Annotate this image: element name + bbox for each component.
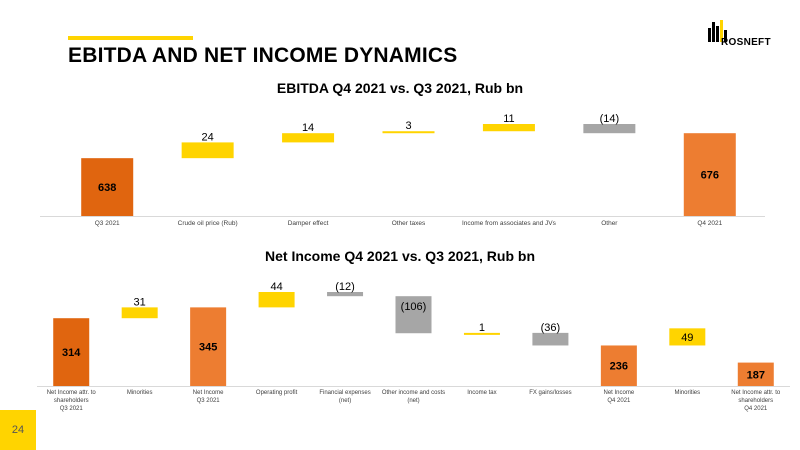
chart-1-category-label: Crude oil price (Rub) [178,220,238,227]
chart-2-category-label: Net Income Q3 2021 [193,390,224,404]
chart-2-bar [258,292,295,308]
chart-2-category-label: Income tax [467,390,496,396]
chart-1-category-label: Q4 2021 [697,220,722,227]
chart-2-value-label: 187 [747,369,765,381]
chart-2-category-label: Operating profit [256,390,298,396]
chart-2-value-label: 49 [681,332,693,344]
chart-2-category-label: Financial expenses (net) [319,390,370,404]
page-title: EBITDA AND NET INCOME DYNAMICS [68,44,458,67]
chart-2-value-label: 44 [270,281,282,293]
chart-2-value-label: 345 [199,342,217,354]
chart-2-category-label: Net Income Q4 2021 [604,390,635,404]
chart-2-value-label: (36) [541,322,561,334]
chart-2-bar [327,292,364,297]
chart-2-bar [395,296,432,334]
chart-2-bar [669,328,706,346]
chart-1-bar [683,133,736,216]
chart-1-category-label: Damper effect [288,220,329,227]
chart-1-value-label: (14) [600,113,620,125]
chart-1-bar [181,142,234,159]
chart-1-value-label: 14 [302,122,314,134]
chart-1-value-label: 24 [202,131,214,143]
page-number: 24 [11,424,25,436]
chart-2-bar [600,345,637,386]
chart-1-value-label: 11 [503,113,514,125]
chart-1-bar [282,133,335,143]
chart-2-value-label: (106) [401,301,427,313]
chart-1-value-label: 3 [405,120,411,132]
chart-2-category-label: Other income and costs (net) [382,390,445,404]
chart-2-value-label: 31 [134,296,146,308]
chart-2-bar [190,307,227,386]
chart-1-bar [81,158,134,216]
chart-1-bar [482,124,535,132]
chart-2-bar [463,332,500,335]
chart-2-bar [121,307,158,319]
chart-2-bar [737,362,774,386]
chart-2-category-label: Net Income attr. to shareholders Q3 2021 [47,390,97,412]
chart-2-value-label: (12) [335,281,355,293]
chart-1-bar [583,124,636,134]
ebitda-chart-title: EBITDA Q4 2021 vs. Q3 2021, Rub bn [276,80,524,96]
chart-2-value-label: 1 [479,322,485,334]
chart-2-category-label: Minorities [127,390,153,396]
chart-2-bar [532,332,569,346]
chart-2-category-label: Net Income attr. to shareholders Q4 2021 [731,390,781,412]
chart-2-category-label: Minorities [674,390,700,396]
chart-2-category-label: FX gains/losses [529,390,571,396]
chart-1-category-label: Q3 2021 [95,220,120,227]
rosneft-logo-icon [708,20,727,42]
net-income-chart-title: Net Income Q4 2021 vs. Q3 2021, Rub bn [265,248,535,264]
chart-1-bar [382,131,435,134]
chart-1-value-label: 676 [701,170,719,182]
chart-2-bar [53,318,90,386]
page-number-box [0,410,36,450]
chart-1-value-label: 638 [98,182,116,194]
chart-1-category-label: Income from associates and JVs [462,220,557,227]
chart-2-value-label: 314 [62,347,81,359]
chart-1-category-label: Other [601,220,618,227]
title-accent-bar [68,36,193,40]
logo-text: ROSNEFT [721,37,771,48]
chart-1-category-label: Other taxes [392,220,426,227]
chart-2-value-label: 236 [610,361,628,373]
